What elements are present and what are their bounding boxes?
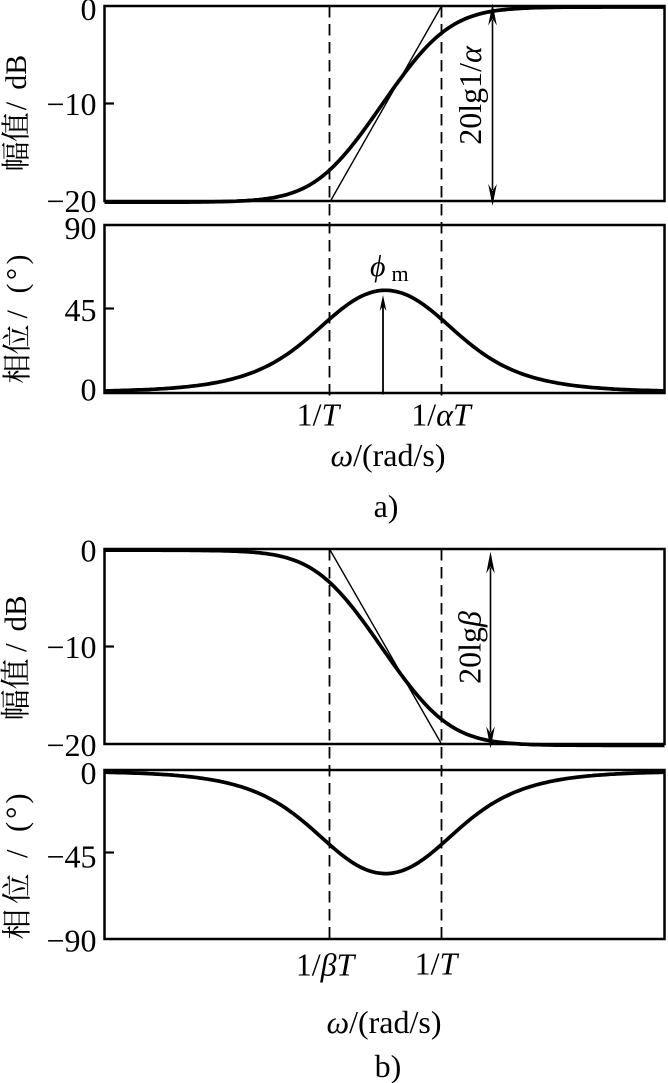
svg-text:1/T: 1/T bbox=[415, 946, 460, 982]
svg-text:−10: −10 bbox=[46, 86, 96, 122]
svg-text:a): a) bbox=[374, 488, 399, 524]
svg-text:dB: dB bbox=[0, 55, 33, 90]
svg-text:/: / bbox=[0, 849, 34, 858]
svg-text:ω/(rad/s): ω/(rad/s) bbox=[327, 1004, 442, 1040]
svg-text:20lg1/α: 20lg1/α bbox=[452, 45, 488, 145]
svg-text:0: 0 bbox=[81, 371, 97, 407]
svg-text:/: / bbox=[0, 643, 33, 652]
svg-text:45: 45 bbox=[65, 292, 97, 328]
svg-text:−10: −10 bbox=[46, 629, 96, 665]
svg-text:1/αT: 1/αT bbox=[411, 397, 473, 433]
svg-text:(°): (°) bbox=[1, 251, 34, 293]
svg-text:0: 0 bbox=[81, 755, 97, 791]
svg-text:(°): (°) bbox=[0, 790, 34, 832]
svg-text:ϕ: ϕ bbox=[370, 250, 386, 283]
svg-text:0: 0 bbox=[81, 532, 97, 568]
svg-text:m: m bbox=[392, 261, 409, 286]
svg-text:−20: −20 bbox=[46, 183, 96, 219]
svg-text:90: 90 bbox=[65, 210, 97, 246]
svg-text:dB: dB bbox=[0, 595, 33, 631]
svg-text:/: / bbox=[1, 310, 34, 319]
svg-text:−45: −45 bbox=[46, 838, 96, 874]
svg-text:0: 0 bbox=[81, 0, 97, 27]
svg-text:−20: −20 bbox=[46, 727, 96, 763]
svg-text:20lgβ: 20lgβ bbox=[452, 611, 488, 684]
svg-text:1/βT: 1/βT bbox=[296, 947, 357, 983]
svg-text:b): b) bbox=[375, 1048, 402, 1083]
svg-text:1/T: 1/T bbox=[297, 397, 342, 433]
svg-text:−90: −90 bbox=[46, 922, 96, 958]
svg-text:ω/(rad/s): ω/(rad/s) bbox=[331, 437, 446, 473]
svg-text:/: / bbox=[0, 101, 33, 110]
